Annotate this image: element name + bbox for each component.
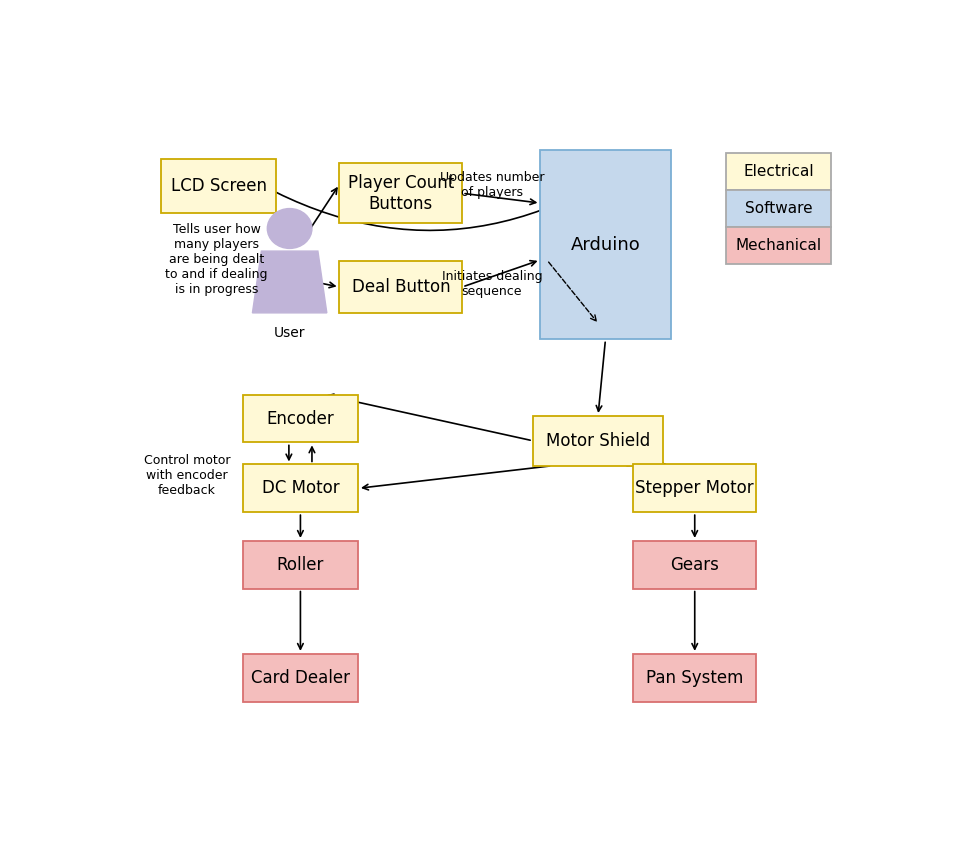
Text: Roller: Roller xyxy=(276,556,324,574)
Polygon shape xyxy=(252,251,326,313)
FancyBboxPatch shape xyxy=(243,541,358,589)
FancyBboxPatch shape xyxy=(727,190,830,227)
Text: LCD Screen: LCD Screen xyxy=(171,177,267,195)
Text: Software: Software xyxy=(745,201,812,216)
Text: Player Count
Buttons: Player Count Buttons xyxy=(348,173,454,212)
Text: Control motor
with encoder
feedback: Control motor with encoder feedback xyxy=(144,454,230,497)
FancyBboxPatch shape xyxy=(340,261,462,313)
FancyBboxPatch shape xyxy=(727,153,830,190)
FancyBboxPatch shape xyxy=(340,163,462,224)
FancyBboxPatch shape xyxy=(243,394,358,443)
FancyBboxPatch shape xyxy=(634,654,756,702)
FancyBboxPatch shape xyxy=(540,150,670,339)
Text: Encoder: Encoder xyxy=(267,410,334,427)
FancyBboxPatch shape xyxy=(243,654,358,702)
Text: DC Motor: DC Motor xyxy=(262,479,339,497)
Text: Gears: Gears xyxy=(670,556,719,574)
Text: Electrical: Electrical xyxy=(743,164,814,179)
Text: Initiates dealing
sequence: Initiates dealing sequence xyxy=(442,270,542,299)
Text: Arduino: Arduino xyxy=(570,236,640,254)
Text: Tells user how
many players
are being dealt
to and if dealing
is in progress: Tells user how many players are being de… xyxy=(165,224,268,296)
FancyBboxPatch shape xyxy=(161,159,276,213)
Text: Pan System: Pan System xyxy=(646,669,743,687)
Text: Mechanical: Mechanical xyxy=(735,238,822,253)
Circle shape xyxy=(267,209,312,249)
FancyBboxPatch shape xyxy=(634,464,756,513)
FancyBboxPatch shape xyxy=(533,416,663,466)
FancyBboxPatch shape xyxy=(243,464,358,513)
FancyBboxPatch shape xyxy=(634,541,756,589)
Text: Updates number
of players: Updates number of players xyxy=(440,171,544,199)
Text: Stepper Motor: Stepper Motor xyxy=(636,479,754,497)
Text: User: User xyxy=(274,326,305,340)
FancyArrowPatch shape xyxy=(223,152,649,230)
Text: Motor Shield: Motor Shield xyxy=(546,432,650,450)
FancyBboxPatch shape xyxy=(727,227,830,264)
Text: Card Dealer: Card Dealer xyxy=(251,669,349,687)
Text: Deal Button: Deal Button xyxy=(351,278,450,296)
